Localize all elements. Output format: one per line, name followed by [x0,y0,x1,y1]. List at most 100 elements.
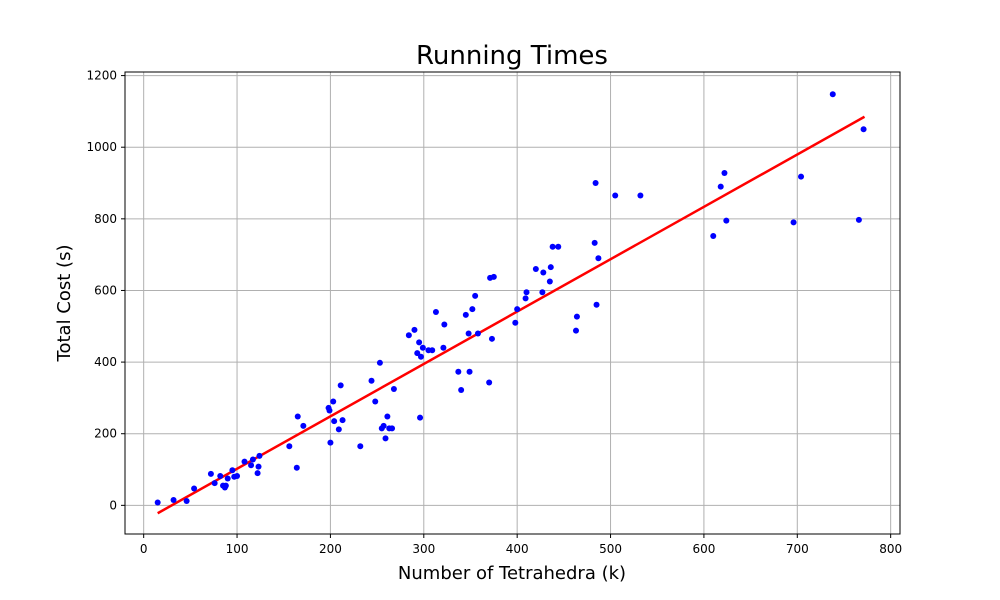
data-point [417,414,424,421]
data-points [154,91,867,506]
data-point [254,470,261,477]
y-tick-label: 800 [94,212,117,226]
data-point [414,350,421,357]
data-point [432,308,439,315]
data-point [612,192,619,199]
data-point [154,499,161,506]
y-tick-label: 600 [94,283,117,297]
y-tick-label: 1000 [86,140,117,154]
data-point [207,470,214,477]
x-tick-label: 100 [226,542,249,556]
data-point [458,387,465,394]
data-point [293,464,300,471]
x-tick-label: 800 [879,542,902,556]
x-tick-label: 400 [506,542,529,556]
data-point [572,327,579,334]
data-point [592,180,599,187]
data-point [532,265,539,272]
data-point [390,385,397,392]
data-point [248,462,255,469]
data-point [234,472,241,479]
data-point [546,278,553,285]
data-point [389,425,396,432]
data-point [368,377,375,384]
data-point [539,289,546,296]
data-point [256,452,263,459]
data-point [469,306,476,313]
data-point [637,192,644,199]
data-point [790,219,797,226]
data-point [829,91,836,98]
data-point [337,382,344,389]
data-point [357,443,364,450]
data-point [217,472,224,479]
data-point [555,243,562,250]
data-point [224,475,231,482]
data-point [330,398,337,405]
data-point [327,439,334,446]
data-point [376,359,383,366]
data-point [419,344,426,351]
data-point [466,368,473,375]
data-point [255,463,262,470]
x-tick-label: 0 [140,542,148,556]
x-tick-label: 500 [599,542,622,556]
data-point [717,183,724,190]
y-tick-label: 0 [109,498,117,512]
data-point [405,332,412,339]
data-point [335,426,342,433]
y-tick-label: 400 [94,355,117,369]
data-point [417,353,424,360]
data-point [723,217,730,224]
data-point [241,458,248,465]
data-point [384,413,391,420]
data-point [455,368,462,375]
data-point [429,347,436,354]
data-point [382,435,389,442]
axis-ticks: 0 100 200 300 400 500 600 700 800 0 200 400 600 800 10… [86,69,902,556]
y-axis-label: Total Cost (s) [54,245,75,363]
data-point [339,417,346,424]
data-point [211,480,218,487]
chart-title: Running Times [416,41,608,71]
data-point [465,330,472,337]
grid [125,72,900,534]
x-tick-label: 700 [786,542,809,556]
data-point [855,216,862,223]
data-point [490,273,497,280]
data-point [411,326,418,333]
data-point [229,467,236,474]
plot-area-frame [124,71,901,535]
data-point [472,292,479,299]
data-point [486,379,493,386]
data-point [522,295,529,302]
x-tick-label: 300 [412,542,435,556]
data-point [573,313,580,320]
data-point [462,311,469,318]
data-point [191,485,198,492]
data-point [549,243,556,250]
data-point [249,456,256,463]
data-point [441,321,448,328]
data-point [416,339,423,346]
data-point [474,330,481,337]
data-point [488,335,495,342]
data-point [372,398,379,405]
data-point [514,306,521,313]
data-point [721,169,728,176]
data-point [440,344,447,351]
data-point [710,233,717,240]
x-tick-label: 200 [319,542,342,556]
data-point [593,301,600,308]
fit-line [157,115,866,515]
data-point [798,173,805,180]
y-tick-label: 200 [94,427,117,441]
data-point [326,407,333,414]
data-point [591,239,598,246]
x-tick-label: 600 [692,542,715,556]
data-point [183,498,190,505]
data-point [222,482,229,489]
data-point [512,319,519,326]
data-point [300,422,307,429]
